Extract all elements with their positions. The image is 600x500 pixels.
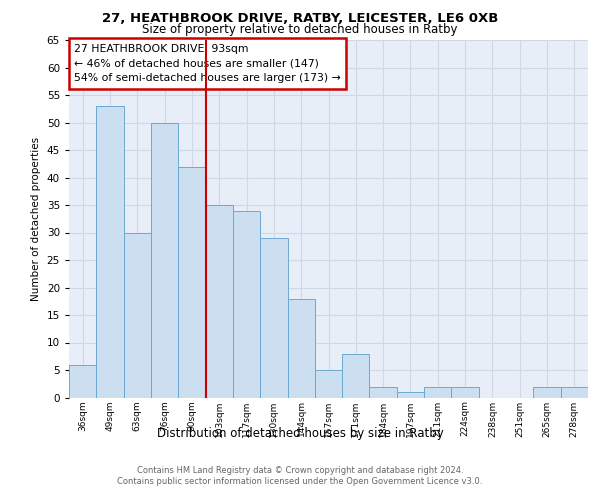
Bar xyxy=(151,122,178,398)
Bar xyxy=(533,386,560,398)
Bar xyxy=(69,364,97,398)
Bar xyxy=(97,106,124,398)
Bar xyxy=(560,386,588,398)
Bar xyxy=(397,392,424,398)
Bar xyxy=(206,205,233,398)
Bar xyxy=(287,298,315,398)
Bar xyxy=(424,386,451,398)
Text: 27 HEATHBROOK DRIVE: 93sqm
← 46% of detached houses are smaller (147)
54% of sem: 27 HEATHBROOK DRIVE: 93sqm ← 46% of deta… xyxy=(74,44,341,83)
Bar xyxy=(178,166,206,398)
Bar xyxy=(370,386,397,398)
Text: Distribution of detached houses by size in Ratby: Distribution of detached houses by size … xyxy=(157,428,443,440)
Bar xyxy=(451,386,479,398)
Bar xyxy=(315,370,342,398)
Bar xyxy=(342,354,370,398)
Text: Size of property relative to detached houses in Ratby: Size of property relative to detached ho… xyxy=(142,22,458,36)
Text: Contains public sector information licensed under the Open Government Licence v3: Contains public sector information licen… xyxy=(118,478,482,486)
Bar xyxy=(124,232,151,398)
Bar xyxy=(233,210,260,398)
Bar xyxy=(260,238,287,398)
Text: 27, HEATHBROOK DRIVE, RATBY, LEICESTER, LE6 0XB: 27, HEATHBROOK DRIVE, RATBY, LEICESTER, … xyxy=(102,12,498,26)
Text: Contains HM Land Registry data © Crown copyright and database right 2024.: Contains HM Land Registry data © Crown c… xyxy=(137,466,463,475)
Y-axis label: Number of detached properties: Number of detached properties xyxy=(31,136,41,301)
